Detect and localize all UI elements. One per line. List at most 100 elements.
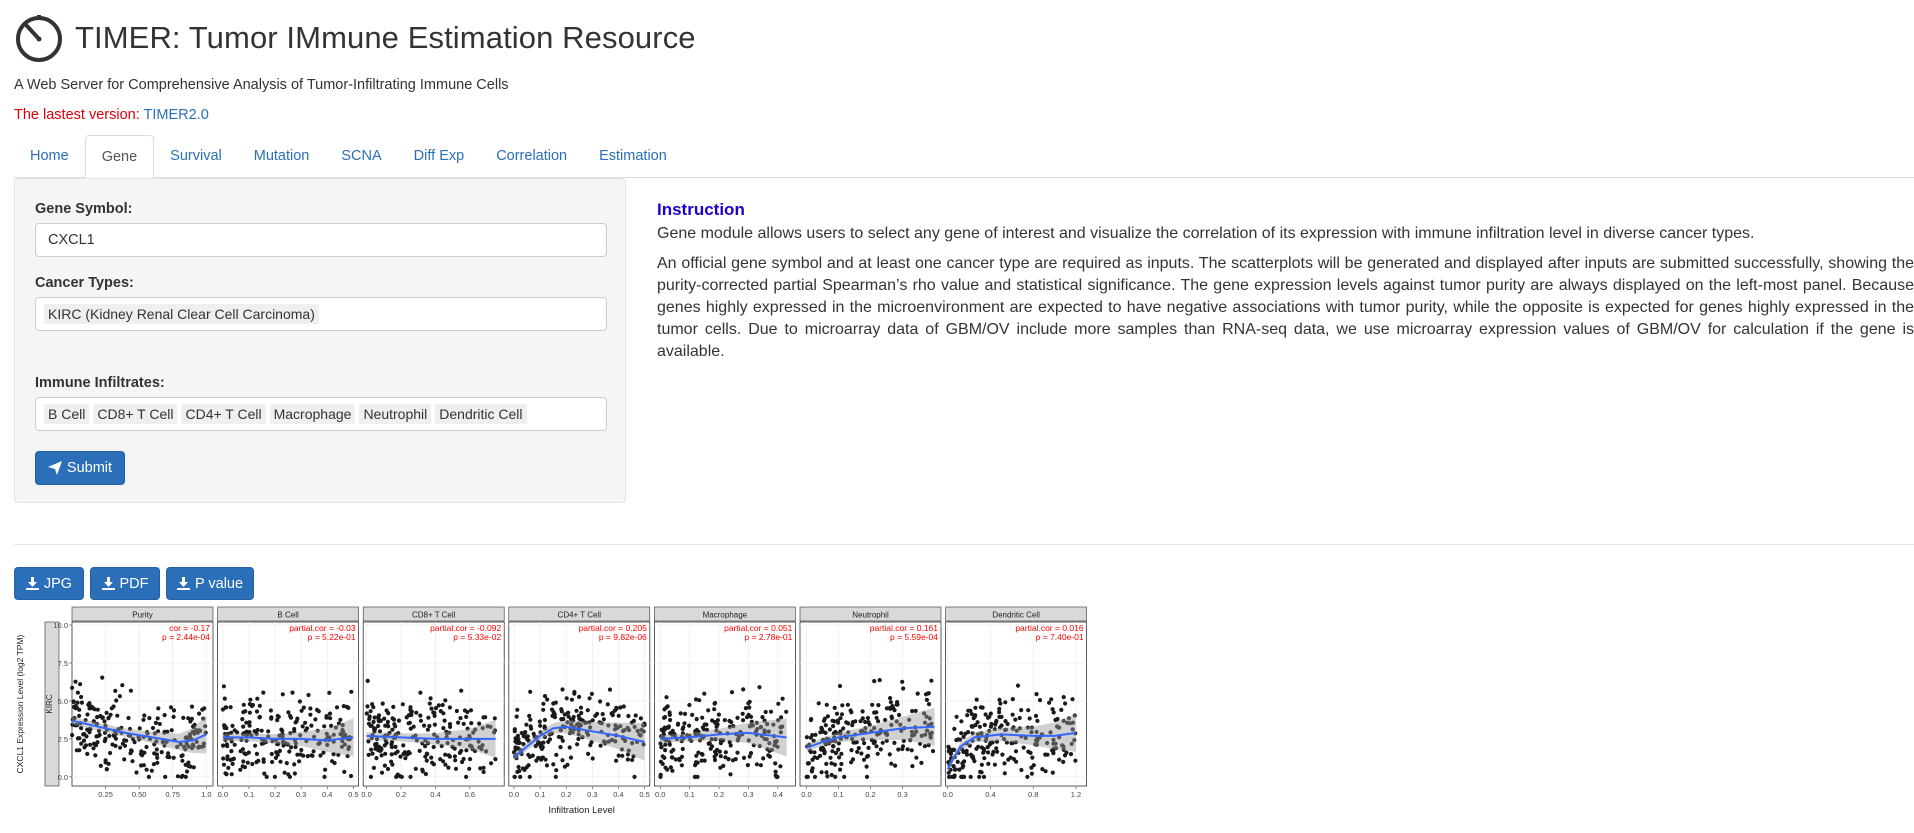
data-point (151, 762, 156, 767)
data-point (559, 735, 564, 740)
data-point (749, 719, 754, 724)
data-point (545, 697, 550, 702)
data-point (988, 724, 994, 729)
download-pdf-button[interactable]: PDF (90, 567, 160, 600)
immune-chip-macrophage[interactable]: Macrophage (269, 404, 356, 424)
immune-chip-cd8-t-cell[interactable]: CD8+ T Cell (93, 404, 178, 424)
data-point (266, 729, 271, 734)
tab-home[interactable]: Home (30, 148, 69, 164)
data-point (712, 757, 718, 763)
x-tick-label: 0.3 (296, 790, 306, 799)
data-point (190, 729, 195, 734)
download-pvalue-button[interactable]: P value (166, 567, 254, 600)
data-point (842, 774, 847, 779)
data-point (982, 756, 987, 761)
data-point (1029, 765, 1034, 770)
gene-symbol-input[interactable] (44, 232, 598, 248)
tab-gene[interactable]: Gene (84, 135, 155, 179)
data-point (927, 716, 932, 721)
data-point (378, 748, 383, 753)
data-point (850, 723, 855, 728)
data-point (884, 738, 889, 743)
immune-chip-cd4-t-cell[interactable]: CD4+ T Cell (181, 404, 266, 424)
download-icon (25, 577, 39, 590)
immune-chip-dendritic-cell[interactable]: Dendritic Cell (435, 404, 527, 424)
data-point (194, 728, 199, 733)
data-point (758, 763, 764, 768)
data-point (225, 731, 231, 737)
data-point (678, 711, 683, 716)
data-point (632, 724, 637, 729)
data-point (144, 744, 149, 750)
data-point (587, 696, 592, 701)
data-point (551, 710, 556, 715)
data-point (746, 701, 751, 706)
data-point (757, 743, 762, 749)
immune-chip-b-cell[interactable]: B Cell (44, 404, 90, 424)
data-point (837, 755, 842, 760)
tab-survival[interactable]: Survival (170, 148, 222, 164)
cancer-type-chip[interactable]: KIRC (Kidney Renal Clear Cell Carcinoma) (44, 304, 319, 324)
data-point (515, 769, 520, 774)
data-point (997, 706, 1002, 711)
gene-symbol-field[interactable] (35, 223, 607, 257)
data-point (368, 774, 373, 779)
data-point (249, 733, 254, 738)
data-point (88, 726, 93, 732)
data-point (572, 689, 577, 695)
data-point (1010, 697, 1015, 702)
x-tick-label: 0.2 (714, 790, 724, 799)
x-tick-label: 0.8 (1028, 790, 1038, 799)
data-point (288, 715, 294, 720)
data-point (432, 710, 437, 715)
data-point (606, 723, 611, 728)
data-point (1017, 715, 1022, 721)
data-point (428, 696, 433, 701)
data-point (127, 726, 133, 732)
tab-estimation[interactable]: Estimation (599, 148, 667, 164)
data-point (334, 705, 340, 710)
data-point (103, 723, 108, 728)
data-point (1000, 752, 1005, 757)
data-point (661, 715, 667, 720)
data-point (104, 767, 109, 772)
data-point (982, 722, 987, 728)
data-point (184, 735, 189, 740)
panel-strip (508, 606, 651, 622)
submit-button[interactable]: Submit (35, 451, 125, 485)
version-label: The lastest version: (14, 107, 144, 123)
tab-scna[interactable]: SCNA (341, 148, 382, 164)
data-point (825, 714, 831, 719)
cancer-types-select[interactable]: KIRC (Kidney Renal Clear Cell Carcinoma) (35, 297, 607, 331)
tab-diff-exp[interactable]: Diff Exp (413, 148, 465, 164)
data-point (1063, 701, 1068, 706)
data-point (289, 745, 294, 750)
version-link[interactable]: TIMER2.0 (143, 107, 209, 123)
data-point (892, 740, 897, 745)
panel-title: Macrophage (703, 611, 748, 620)
immune-infiltrates-select[interactable]: B Cell CD8+ T Cell CD4+ T Cell Macrophag… (35, 397, 607, 431)
tab-mutation[interactable]: Mutation (253, 148, 310, 164)
data-point (729, 690, 735, 695)
page-header: TIMER: Tumor IMmune Estimation Resource (13, 12, 696, 64)
data-point (314, 707, 320, 712)
trend-line (513, 725, 645, 758)
panel-title: Dendritic Cell (992, 611, 1040, 620)
data-point (232, 728, 237, 733)
x-tick-label: 0.6 (465, 790, 475, 799)
data-point (538, 730, 543, 735)
immune-chip-neutrophil[interactable]: Neutrophil (359, 404, 432, 424)
data-point (290, 690, 295, 695)
data-point (1040, 767, 1045, 772)
data-point (515, 707, 520, 712)
data-point (1043, 769, 1048, 774)
data-point (658, 774, 663, 779)
x-tick-label: 0.0 (801, 790, 811, 799)
instruction-title: Instruction (657, 200, 745, 219)
trend-line (660, 731, 787, 740)
data-point (551, 762, 556, 767)
tab-correlation[interactable]: Correlation (496, 148, 568, 164)
data-point (876, 719, 881, 724)
download-jpg-button[interactable]: JPG (14, 567, 84, 600)
data-point (154, 739, 159, 744)
